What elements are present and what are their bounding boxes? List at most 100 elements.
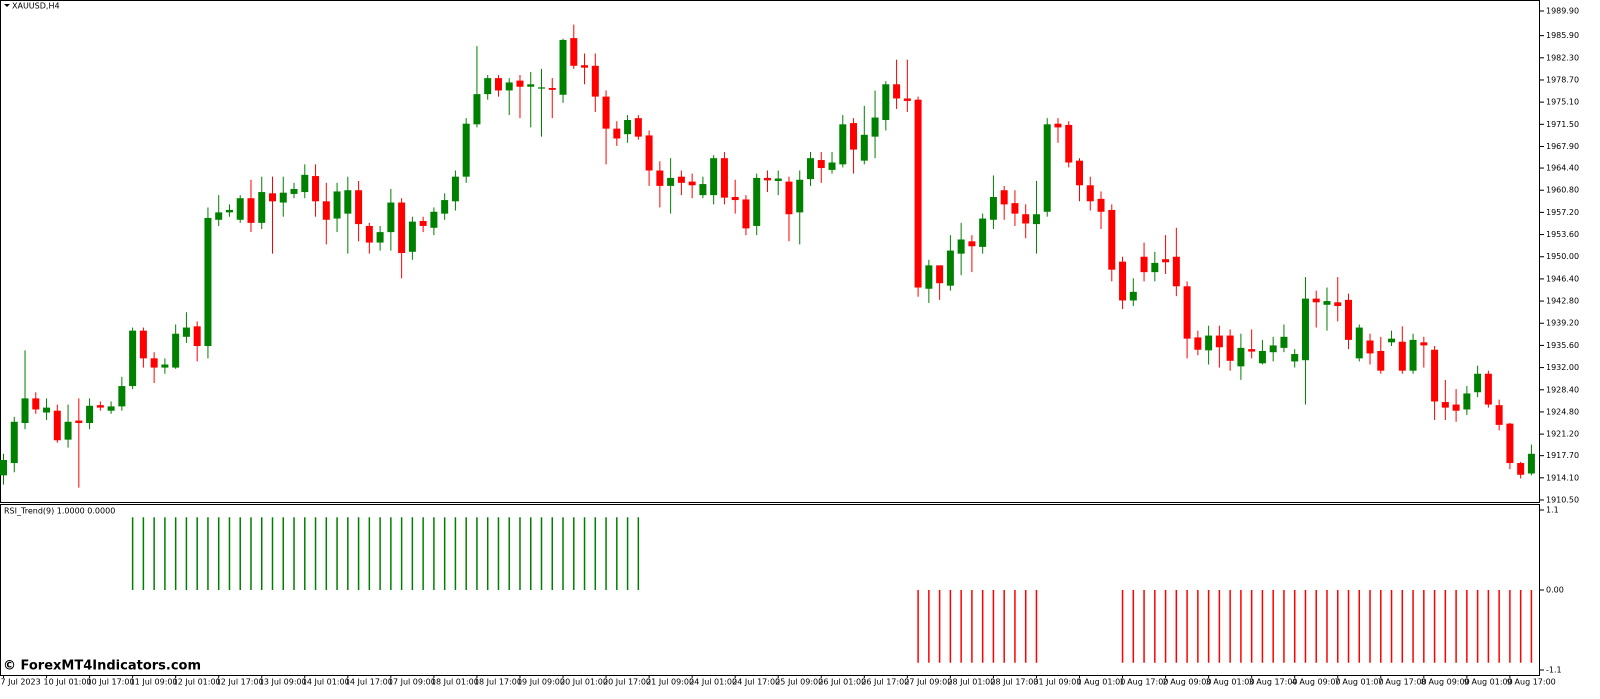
candle-body (645, 135, 653, 171)
candle-body (979, 218, 987, 247)
bar (497, 517, 500, 590)
candle-body (1366, 340, 1374, 354)
bar (1487, 590, 1490, 663)
bar (1229, 590, 1231, 663)
bar (1003, 590, 1005, 663)
bar (1466, 590, 1468, 663)
candle-body (860, 134, 868, 161)
bar (142, 517, 145, 590)
bar (1132, 590, 1135, 663)
candle-body (419, 221, 427, 226)
bar (1014, 590, 1016, 663)
bar (411, 517, 414, 590)
bar (390, 517, 392, 590)
candle-body (129, 330, 137, 387)
y-tick-label: 1989.90 (1546, 7, 1579, 16)
x-tick-label: 28 Jul 17:00 (990, 678, 1038, 687)
bar (325, 517, 328, 590)
candle-body (387, 202, 395, 233)
x-tick-label: 7 Aug 17:00 (1378, 678, 1427, 687)
candle-body (925, 265, 933, 289)
candle-body (624, 120, 632, 135)
x-tick-label: 13 Jul 09:00 (259, 678, 307, 687)
bar (626, 517, 629, 590)
candle-body (720, 158, 728, 198)
candle-body (946, 250, 954, 286)
indicator-panel (0, 504, 1540, 676)
bar (260, 517, 263, 590)
candle-body (796, 179, 804, 213)
candle-body (473, 94, 481, 125)
candle-body (634, 118, 642, 137)
candle-body (193, 326, 201, 347)
bar (1326, 590, 1328, 663)
x-tick-label: 9 Aug 01:00 (1464, 678, 1513, 687)
bar (486, 517, 489, 590)
x-tick-label: 18 Jul 01:00 (431, 678, 479, 687)
candle-body (989, 196, 997, 220)
candle-body (441, 200, 449, 214)
candle-body (538, 87, 545, 89)
candle-body (1097, 198, 1105, 212)
bar (981, 590, 984, 663)
symbol-title: XAUUSD,H4 (12, 2, 60, 11)
candle-body (1441, 402, 1449, 408)
x-tick-label: 2 Aug 09:00 (1163, 678, 1212, 687)
candle-body (785, 181, 793, 215)
x-tick-label: 25 Jul 09:00 (775, 678, 823, 687)
candle-body (882, 84, 890, 121)
candle-body (968, 241, 976, 247)
y-tick-label: 1914.10 (1546, 473, 1579, 482)
candle-body (914, 99, 922, 288)
candle-body (430, 211, 438, 228)
candle-body (1258, 350, 1266, 364)
candle-body (451, 176, 459, 202)
candle-body (258, 192, 266, 223)
bar (1218, 590, 1221, 663)
candle-body (43, 407, 51, 413)
x-tick-label: 1 Aug 01:00 (1077, 678, 1126, 687)
candle-body (0, 459, 7, 476)
bar (583, 517, 586, 590)
menu-arrow[interactable] (4, 4, 10, 7)
x-tick-label: 3 Aug 17:00 (1249, 678, 1298, 687)
x-tick-label: 12 Jul 01:00 (173, 678, 221, 687)
candle-body (21, 398, 29, 424)
candle-body (398, 202, 406, 254)
candle-body (1334, 302, 1342, 307)
candle-body (1140, 256, 1148, 273)
candle-body (408, 221, 416, 252)
x-tick-label: 18 Jul 17:00 (474, 678, 522, 687)
candle-body (710, 158, 718, 196)
y-tick-label: 1935.60 (1546, 341, 1579, 350)
candle-body (505, 82, 513, 91)
bar (454, 517, 457, 590)
candle-body (139, 330, 147, 359)
candle-body (591, 65, 599, 97)
x-tick-label: 14 Jul 17:00 (345, 678, 393, 687)
y-tick-label: 1950.00 (1546, 252, 1579, 261)
candle-body (850, 123, 858, 150)
x-tick-label: 1 Aug 17:00 (1120, 678, 1169, 687)
candle-body (204, 217, 212, 347)
bar (400, 517, 403, 590)
candle-body (182, 327, 190, 337)
candle-body (828, 162, 836, 170)
y-tick-label: 1942.80 (1546, 297, 1579, 306)
indicator-title: RSI_Trend(9) 1.0000 0.0000 (4, 507, 115, 516)
bar (1433, 590, 1436, 663)
candle-body (656, 170, 664, 186)
candle-body (1388, 338, 1396, 343)
candle-body (107, 406, 115, 411)
bar (637, 517, 640, 590)
candle-body (269, 193, 276, 202)
main-panel (0, 0, 1540, 503)
candle-body (376, 232, 384, 243)
candle-body (225, 209, 233, 213)
candle-body (1474, 373, 1482, 393)
x-tick-label: 26 Jul 01:00 (818, 678, 866, 687)
x-tick-label: 20 Jul 17:00 (603, 678, 651, 687)
x-tick-label: 8 Aug 09:00 (1421, 678, 1470, 687)
bar (1283, 590, 1285, 663)
bar (992, 590, 995, 663)
